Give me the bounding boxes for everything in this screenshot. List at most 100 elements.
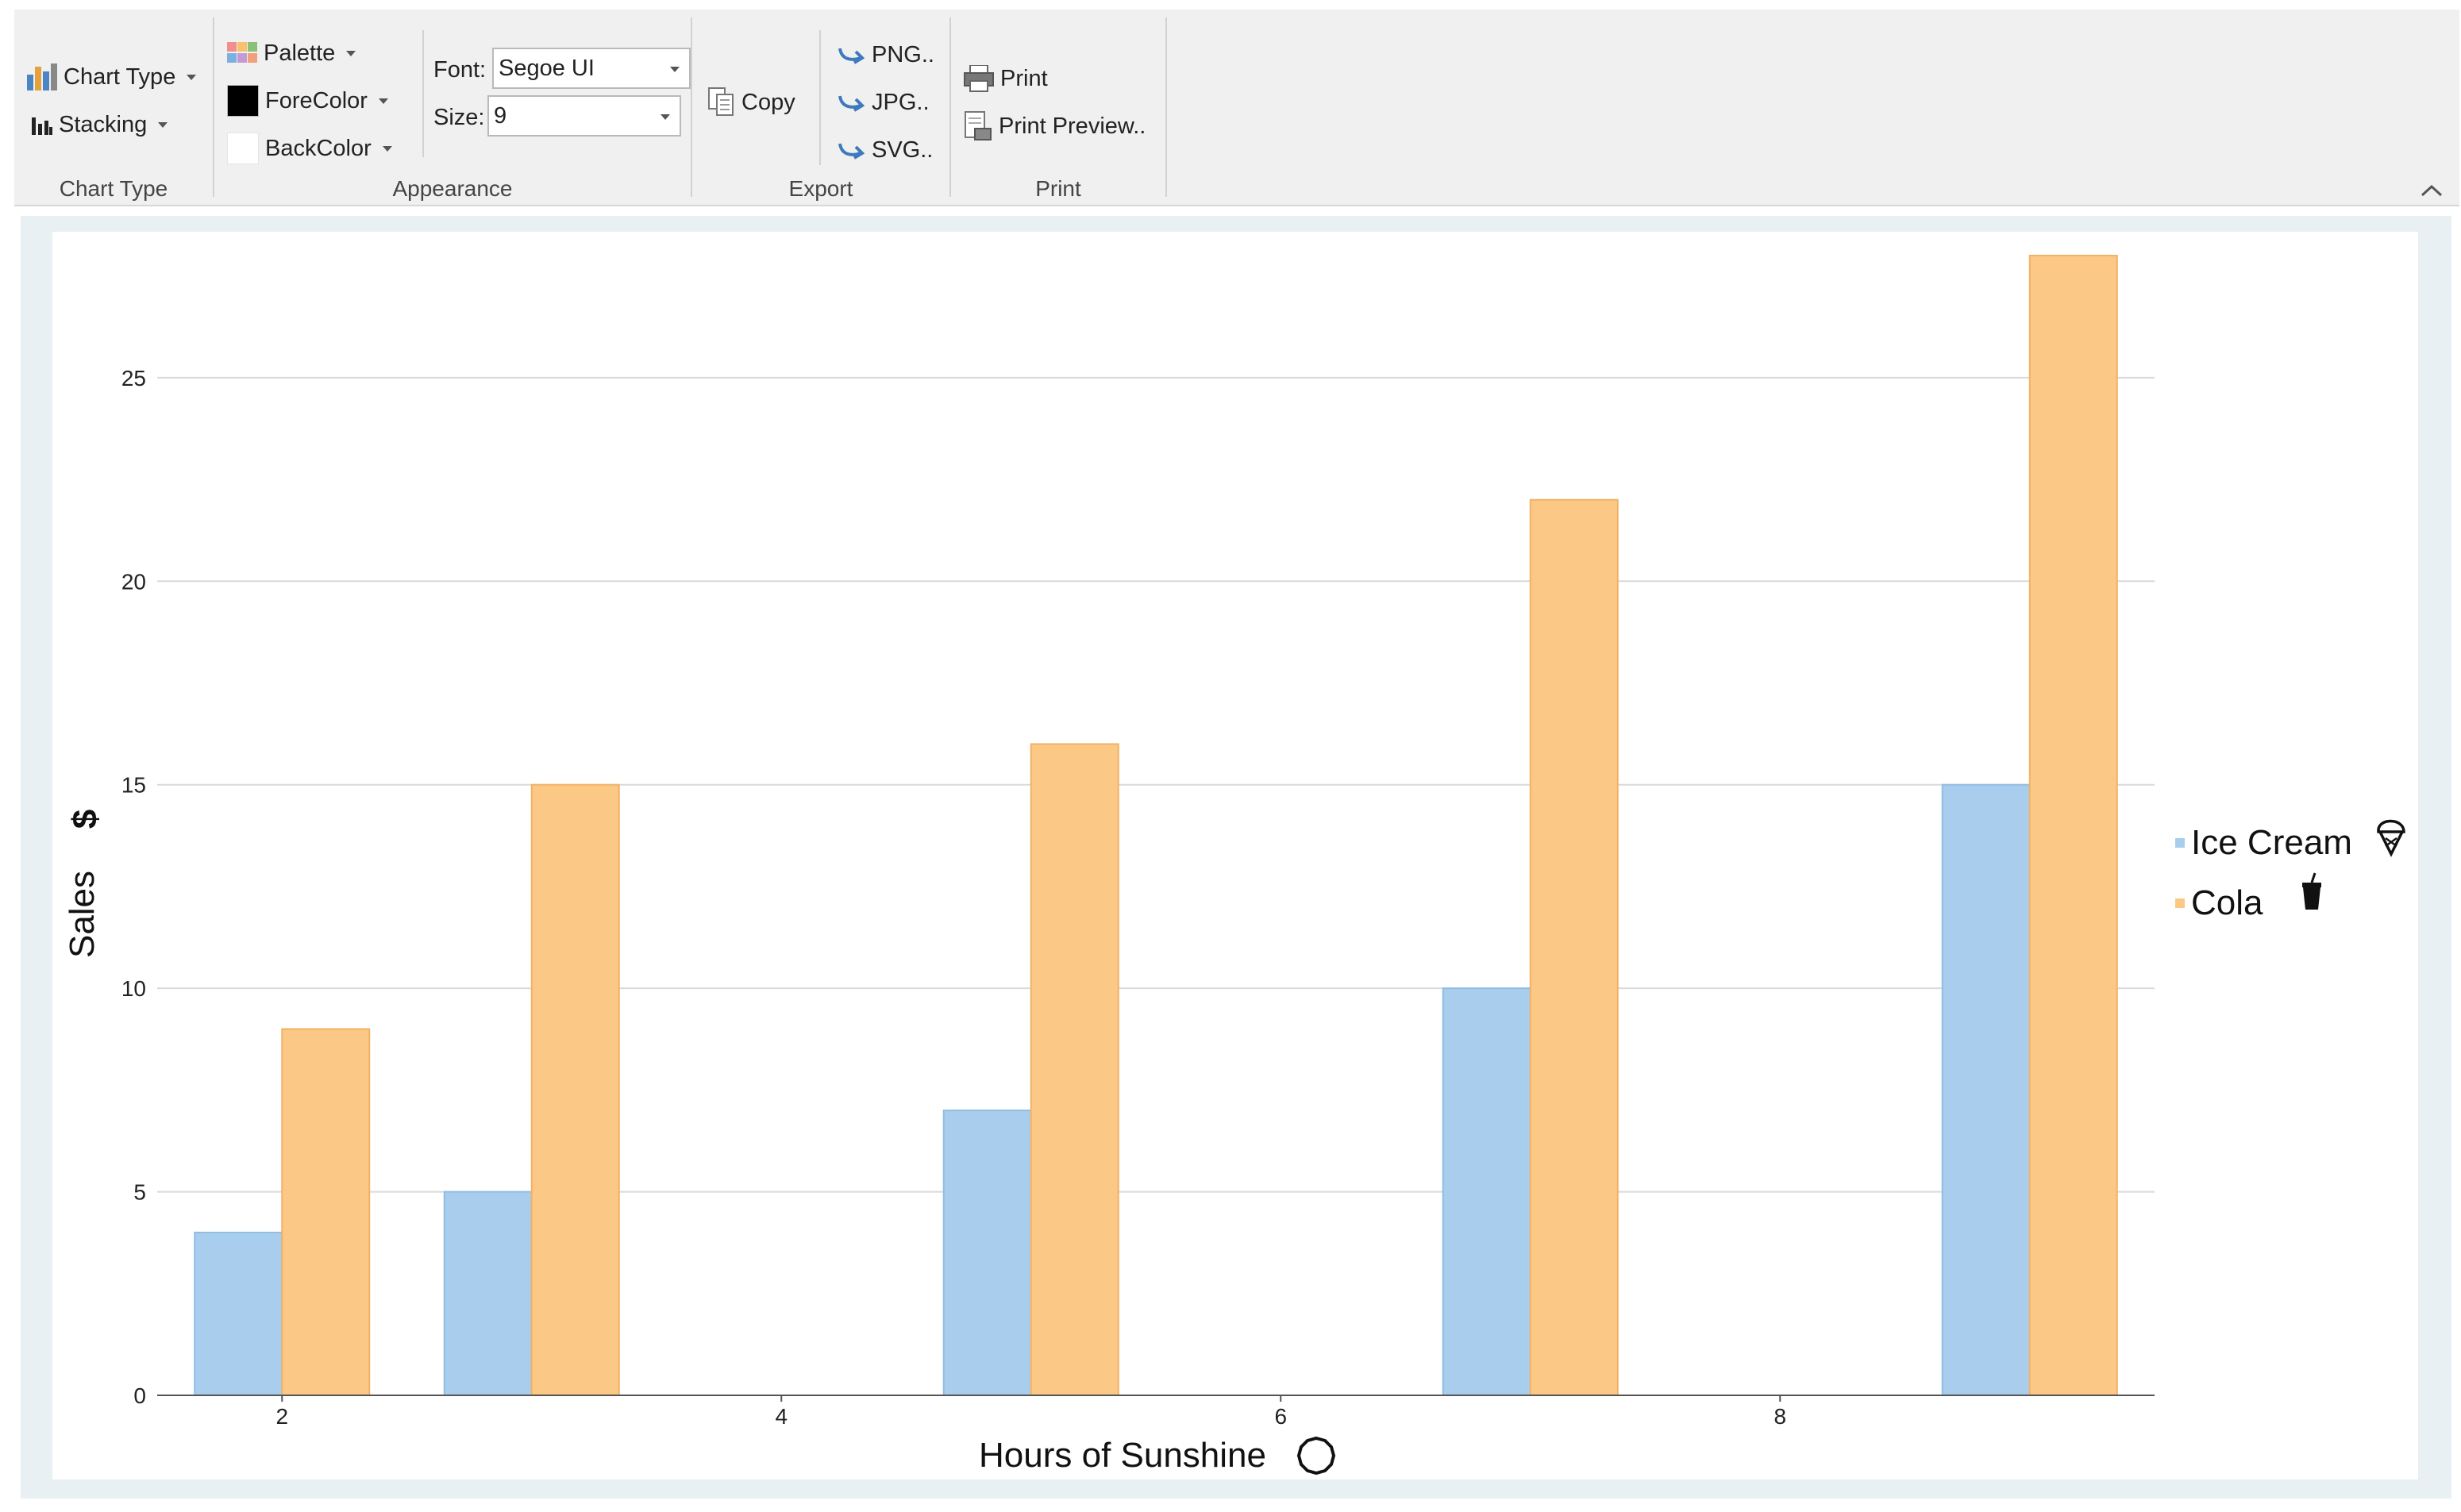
legend-swatch-cola bbox=[2175, 898, 2185, 908]
appearance-group: Palette ForeColor BackColor Font: Segoe … bbox=[214, 10, 691, 205]
inner-separator bbox=[819, 30, 821, 165]
chart-type-button[interactable]: Chart Type bbox=[27, 57, 197, 97]
palette-label: Palette bbox=[264, 40, 336, 66]
bar-ice-cream bbox=[1941, 783, 2031, 1396]
font-label: Font: bbox=[433, 57, 487, 83]
forecolor-label: ForeColor bbox=[265, 87, 368, 113]
bar-ice-cream bbox=[942, 1110, 1032, 1396]
bar-ice-cream bbox=[443, 1191, 533, 1396]
y-tick-label: 10 bbox=[121, 976, 146, 1001]
palette-button[interactable]: Palette bbox=[227, 33, 356, 73]
legend: Ice Cream Cola bbox=[2175, 819, 2405, 922]
stacking-label: Stacking bbox=[59, 111, 148, 137]
print-preview-label: Print Preview.. bbox=[999, 113, 1146, 139]
group-separator bbox=[213, 17, 214, 197]
ice-cream-icon bbox=[2377, 819, 2405, 857]
cola-cup-icon bbox=[2302, 872, 2321, 910]
dollar-icon: $ bbox=[66, 810, 105, 829]
jpg-label: JPG.. bbox=[872, 89, 930, 115]
y-tick-label: 15 bbox=[121, 773, 146, 798]
bars bbox=[194, 255, 2118, 1397]
gridlines bbox=[157, 376, 2155, 1193]
bar-chart-icon bbox=[27, 63, 57, 90]
font-combobox[interactable]: Segoe UI bbox=[492, 48, 691, 89]
size-combobox[interactable]: 9 bbox=[487, 95, 681, 137]
copy-label: Copy bbox=[741, 89, 795, 115]
y-tick-label: 20 bbox=[121, 569, 146, 594]
palette-icon bbox=[227, 42, 257, 63]
legend-label-ice-cream: Ice Cream bbox=[2191, 823, 2352, 862]
backcolor-button[interactable]: BackColor bbox=[227, 129, 392, 168]
export-arrow-icon bbox=[838, 143, 865, 160]
x-tick-labels: 2 4 6 8 bbox=[275, 1404, 1786, 1429]
forecolor-swatch bbox=[227, 85, 259, 117]
svg-label: SVG.. bbox=[872, 137, 934, 163]
forecolor-button[interactable]: ForeColor bbox=[227, 81, 388, 121]
export-arrow-icon bbox=[838, 95, 865, 112]
x-tick-label: 4 bbox=[775, 1404, 788, 1429]
axes bbox=[157, 1395, 2155, 1402]
chevron-down-icon bbox=[670, 67, 680, 72]
y-axis-title-group: Sales $ bbox=[63, 810, 105, 958]
sun-icon bbox=[1296, 1436, 1336, 1475]
stacking-button[interactable]: Stacking bbox=[32, 105, 168, 144]
bar-cola bbox=[1529, 498, 1619, 1397]
chevron-down-icon bbox=[158, 121, 168, 128]
group-label-chart-type: Chart Type bbox=[59, 176, 168, 201]
chevron-down-icon bbox=[661, 114, 670, 120]
size-label: Size: bbox=[433, 105, 485, 130]
group-label-export: Export bbox=[788, 176, 853, 201]
chevron-down-icon bbox=[346, 50, 356, 56]
legend-label-cola: Cola bbox=[2191, 883, 2263, 922]
y-tick-label: 25 bbox=[121, 366, 146, 391]
export-group: Copy PNG.. JPG.. SVG.. Export bbox=[692, 10, 949, 205]
chart-type-group: Chart Type Stacking Chart Type bbox=[14, 10, 213, 205]
chevron-down-icon bbox=[382, 145, 392, 152]
print-button[interactable]: Print bbox=[964, 59, 1048, 98]
copy-button[interactable]: Copy bbox=[708, 83, 795, 122]
backcolor-label: BackColor bbox=[265, 135, 372, 161]
printer-icon bbox=[964, 65, 994, 92]
export-arrow-icon bbox=[838, 48, 865, 64]
chart-area: 0 5 10 15 20 25 2 4 6 8 Sales $ Hours of Sunshin… bbox=[52, 232, 2418, 1479]
group-separator bbox=[949, 17, 951, 197]
export-png-button[interactable]: PNG.. bbox=[837, 35, 934, 75]
group-label-print: Print bbox=[1035, 176, 1081, 201]
bar-cola bbox=[530, 783, 620, 1396]
bar-cola bbox=[2028, 255, 2118, 1396]
size-value: 9 bbox=[494, 102, 507, 129]
collapse-ribbon-icon[interactable] bbox=[2420, 183, 2444, 198]
print-group: Print Print Preview.. Print bbox=[951, 10, 1165, 205]
font-value: Segoe UI bbox=[499, 55, 595, 81]
print-preview-button[interactable]: Print Preview.. bbox=[964, 106, 1146, 146]
ribbon-toolbar: Chart Type Stacking Chart Type bbox=[14, 10, 2459, 206]
x-tick-label: 2 bbox=[275, 1404, 288, 1429]
chart-type-label: Chart Type bbox=[64, 63, 176, 90]
chevron-down-icon bbox=[187, 74, 197, 80]
y-tick-label: 0 bbox=[133, 1383, 146, 1408]
bar-ice-cream bbox=[194, 1231, 283, 1397]
inner-separator bbox=[422, 30, 424, 157]
y-tick-label: 5 bbox=[133, 1180, 146, 1205]
png-label: PNG.. bbox=[872, 41, 934, 67]
x-tick-label: 6 bbox=[1274, 1404, 1287, 1429]
print-preview-icon bbox=[965, 111, 992, 140]
export-svg-button[interactable]: SVG.. bbox=[837, 130, 933, 170]
copy-icon bbox=[708, 87, 734, 116]
chart-frame: 0 5 10 15 20 25 2 4 6 8 Sales $ Hours of Sunshin… bbox=[21, 216, 2451, 1499]
x-tick-label: 8 bbox=[1774, 1404, 1786, 1429]
y-axis-title: Sales bbox=[63, 871, 102, 958]
x-axis-title: Hours of Sunshine bbox=[979, 1436, 1266, 1475]
group-label-appearance: Appearance bbox=[392, 176, 513, 201]
print-label: Print bbox=[1000, 65, 1048, 91]
group-separator bbox=[691, 17, 692, 197]
export-jpg-button[interactable]: JPG.. bbox=[837, 83, 930, 122]
stacking-icon bbox=[32, 117, 52, 135]
bar-chart: 0 5 10 15 20 25 2 4 6 8 Sales $ Hours of Sunshin… bbox=[63, 255, 2405, 1475]
group-separator bbox=[1165, 17, 1167, 197]
bar-cola bbox=[1030, 743, 1119, 1396]
bar-ice-cream bbox=[1442, 987, 1531, 1396]
backcolor-swatch bbox=[227, 133, 259, 164]
legend-swatch-ice-cream bbox=[2175, 838, 2185, 848]
bar-cola bbox=[281, 1028, 371, 1397]
